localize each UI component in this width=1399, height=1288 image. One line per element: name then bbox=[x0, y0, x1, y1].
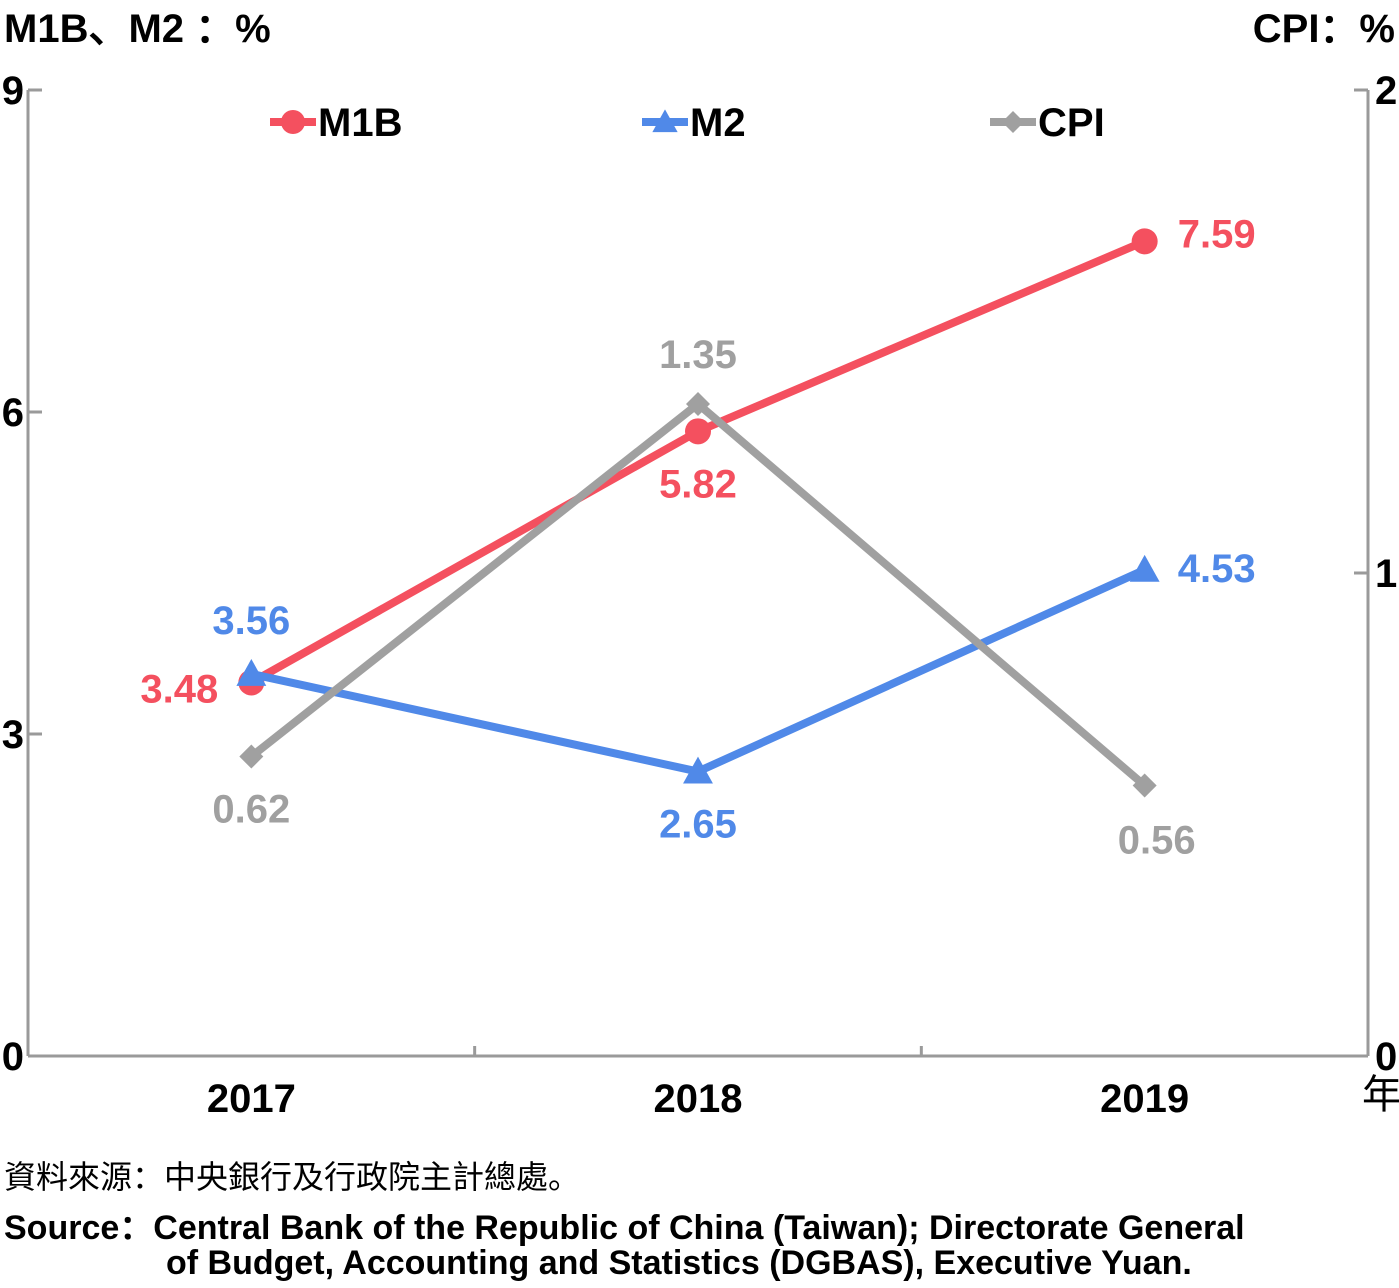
data-label-m1b: 3.48 bbox=[140, 667, 218, 711]
x-axis-unit: 年 bbox=[1362, 1072, 1399, 1118]
right-axis-title: CPI：% bbox=[1253, 7, 1395, 51]
data-point-cpi bbox=[686, 391, 710, 416]
data-label-cpi: 1.35 bbox=[659, 333, 737, 377]
x-tick-label: 2019 bbox=[1100, 1077, 1189, 1121]
legend-label-m2: M2 bbox=[690, 101, 746, 145]
series-line-cpi bbox=[248, 399, 1148, 789]
legend-label-cpi: CPI bbox=[1038, 101, 1105, 145]
left-axis-title: M1B、M2 ：% bbox=[4, 7, 271, 51]
chart: M1B、M2 ：% CPI：% 0 3 6 9 0 1 2 2017 2018 2019 3.48 5… bbox=[2, 7, 1399, 1121]
data-label-m1b: 5.82 bbox=[659, 462, 737, 506]
right-tick-label: 0 bbox=[1375, 1035, 1397, 1079]
left-tick-label: 3 bbox=[2, 713, 24, 757]
left-tick-label: 6 bbox=[2, 391, 24, 435]
data-point-m2 bbox=[1129, 554, 1160, 582]
right-tick-label: 2 bbox=[1375, 69, 1397, 113]
legend-marker-m1b bbox=[281, 110, 305, 134]
source-en-line2: of Budget, Accounting and Statistics (DG… bbox=[166, 1244, 1192, 1282]
left-tick-label: 9 bbox=[2, 69, 24, 113]
data-point-m1b bbox=[1131, 228, 1158, 255]
legend-marker-cpi bbox=[1002, 111, 1024, 133]
right-tick-label: 1 bbox=[1375, 552, 1397, 596]
x-tick-label: 2018 bbox=[654, 1077, 743, 1121]
left-tick-label: 0 bbox=[2, 1035, 24, 1079]
data-label-m2: 4.53 bbox=[1178, 547, 1256, 591]
plot-area: 0 3 6 9 0 1 2 2017 2018 2019 3.48 5.82 7.59 3.56 2.65 4… bbox=[2, 69, 1398, 1121]
data-label-m1b: 7.59 bbox=[1178, 212, 1256, 256]
data-point-cpi bbox=[239, 744, 264, 769]
data-label-m2: 3.56 bbox=[212, 599, 290, 643]
data-label-m2: 2.65 bbox=[659, 803, 737, 847]
legend-marker-m2 bbox=[652, 109, 678, 133]
source-en-line1: Source：Central Bank of the Republic of C… bbox=[4, 1209, 1245, 1247]
data-label-cpi: 0.56 bbox=[1118, 819, 1196, 863]
data-label-cpi: 0.62 bbox=[212, 788, 290, 832]
data-point-m2 bbox=[236, 658, 267, 686]
data-point-m1b bbox=[685, 418, 711, 445]
data-point-m2 bbox=[683, 756, 713, 784]
source-zh: 資料來源：中央銀行及行政院主計總處。 bbox=[4, 1158, 581, 1196]
data-point-cpi bbox=[1132, 773, 1157, 798]
x-tick-label: 2017 bbox=[207, 1077, 296, 1121]
legend-label-m1b: M1B bbox=[318, 101, 402, 145]
